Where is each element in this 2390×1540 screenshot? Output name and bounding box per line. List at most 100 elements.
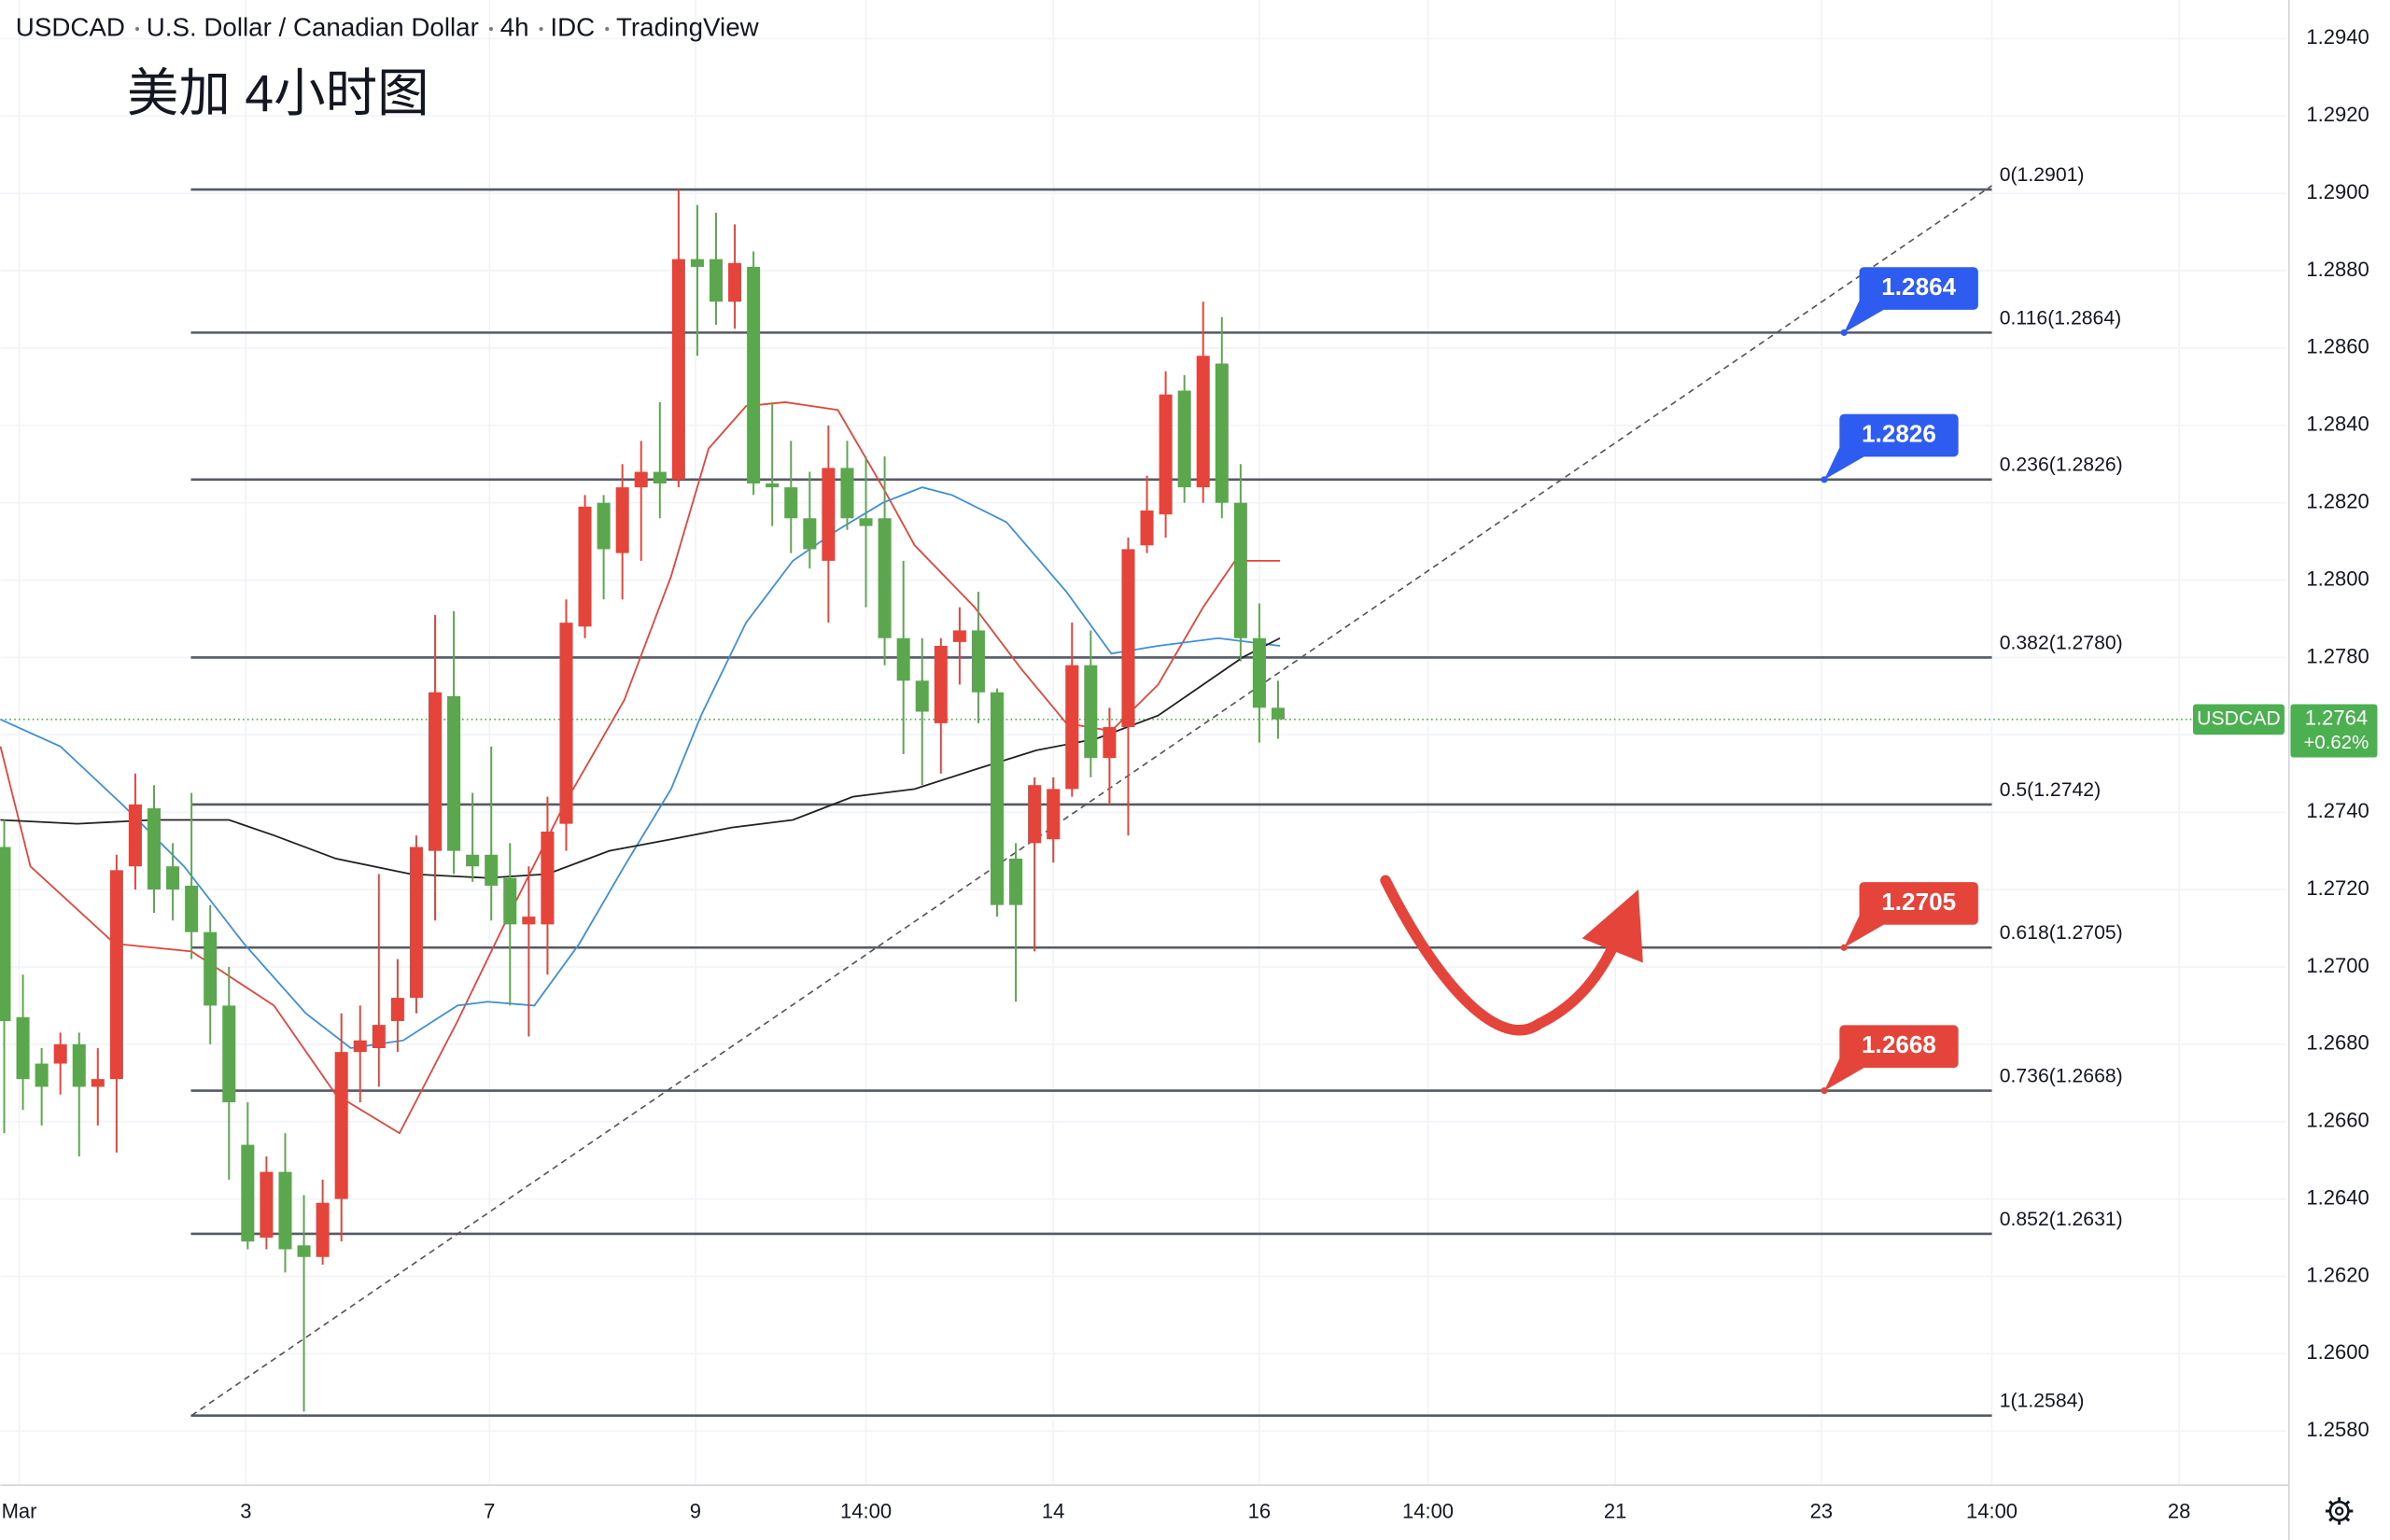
candle-body [878, 518, 892, 638]
candle-body [91, 1079, 105, 1087]
x-tick-label: 14 [1042, 1499, 1065, 1522]
y-tick-label: 1.2800 [2306, 567, 2369, 590]
candle-body [428, 692, 443, 851]
candle-body [1103, 727, 1117, 759]
candle-body [466, 854, 480, 867]
candle-body [615, 487, 629, 553]
candle-body [447, 695, 461, 851]
candle-body [185, 885, 199, 932]
candle-body [353, 1040, 367, 1053]
header-separator [605, 26, 610, 32]
candle-body [859, 518, 873, 526]
candle-body [1159, 394, 1173, 515]
candle-body [896, 637, 910, 681]
header-item: U.S. Dollar / Canadian Dollar [147, 12, 479, 41]
y-tick-label: 1.2860 [2306, 335, 2369, 358]
fib-level-label: 0.618(1.2705) [2000, 922, 2123, 944]
symbol-label: USDCAD [2197, 707, 2281, 729]
header-item: IDC [550, 12, 595, 41]
y-tick-label: 1.2680 [2306, 1031, 2369, 1055]
plot-area: 0(1.2901) 0.116(1.2864) 0.236(1.2826) 0.382… [0, 164, 2286, 1417]
callout-anchor [1840, 329, 1848, 336]
y-tick-label: 1.2700 [2306, 954, 2369, 977]
candle-body [372, 1025, 386, 1048]
y-tick-label: 1.2620 [2306, 1263, 2369, 1286]
candle-body [1196, 356, 1210, 488]
fib-level-label: 0.236(1.2826) [2000, 455, 2123, 476]
y-tick-label: 1.2820 [2306, 490, 2369, 513]
header: USDCAD U.S. Dollar / Canadian Dollar 4h IDC… [16, 12, 760, 41]
candle-body [260, 1171, 274, 1239]
symbol-badge [2192, 704, 2285, 735]
arrow-head [1582, 889, 1643, 963]
candle-body [503, 877, 517, 925]
callout-label: 1.2826 [1862, 419, 1936, 447]
curved-arrow [1380, 875, 1622, 1036]
candle-body [1177, 390, 1191, 488]
settings-icon[interactable] [2325, 1497, 2354, 1525]
candle-body [1047, 789, 1061, 840]
candle-body [822, 468, 836, 561]
candle-body [241, 1144, 255, 1242]
x-tick-label: 9 [690, 1499, 701, 1522]
fib-level-label: 0.852(1.2631) [2000, 1209, 2123, 1230]
candle-body [109, 870, 123, 1080]
last-change-label: +0.62% [2304, 733, 2369, 753]
candle-body [597, 502, 611, 550]
header-item: 4h [500, 12, 529, 41]
candle-body [690, 259, 704, 267]
candle-body [784, 487, 798, 519]
header-separator [488, 26, 494, 32]
callout-box [1859, 882, 1978, 925]
candle-body [166, 866, 180, 890]
candle-body [1140, 510, 1154, 546]
fib-level-label: 0.116(1.2864) [2000, 307, 2121, 329]
trendline [190, 185, 1992, 1417]
callout-label: 1.2668 [1862, 1030, 1936, 1058]
y-tick-label: 1.2880 [2306, 258, 2369, 281]
callout-label: 1.2864 [1881, 273, 1956, 301]
candle-body [128, 804, 142, 867]
last-price-label: 1.2764 [2305, 707, 2368, 730]
y-tick-label: 1.2580 [2306, 1418, 2369, 1441]
candle-body [409, 847, 423, 999]
candle-body [1009, 858, 1023, 905]
candle-body [634, 471, 648, 488]
candle-body [1121, 549, 1135, 728]
callout-box [1839, 1025, 1959, 1069]
candle-body [671, 259, 685, 480]
candle-body [990, 692, 1005, 905]
moving-average-line [0, 486, 1281, 1049]
y-tick-label: 1.2740 [2306, 799, 2369, 822]
gear-teeth [2325, 1497, 2354, 1525]
candle-body [1271, 707, 1286, 720]
candle-body [971, 630, 985, 693]
x-tick-label: Mar [2, 1499, 37, 1522]
candle-body [1084, 665, 1098, 759]
candle-body [1215, 363, 1229, 503]
gear-hub [2334, 1506, 2344, 1516]
header-item: TradingView [616, 12, 760, 41]
x-tick-label: 3 [240, 1499, 251, 1522]
candle-body [1233, 502, 1247, 638]
callout-anchor [1821, 1086, 1828, 1095]
callout-label: 1.2705 [1881, 888, 1956, 916]
y-tick-label: 1.2900 [2306, 180, 2369, 203]
candle-body [278, 1171, 292, 1250]
header-separator [134, 26, 140, 32]
y-tick-label: 1.2920 [2306, 103, 2369, 126]
y-tick-label: 1.2940 [2306, 25, 2369, 49]
callout-anchor [1821, 476, 1828, 483]
fib-level-label: 0.382(1.2780) [2000, 632, 2123, 653]
candle-body [559, 623, 573, 824]
candle-body [766, 483, 780, 488]
fib-level-label: 0(1.2901) [2000, 164, 2085, 186]
header-separator [539, 26, 543, 32]
x-tick-label: 21 [1604, 1499, 1627, 1522]
chart-title: 美加 4小时图 [127, 64, 429, 122]
callout-anchor [1840, 944, 1848, 951]
candle-body [541, 831, 555, 925]
candle-body [578, 506, 592, 627]
